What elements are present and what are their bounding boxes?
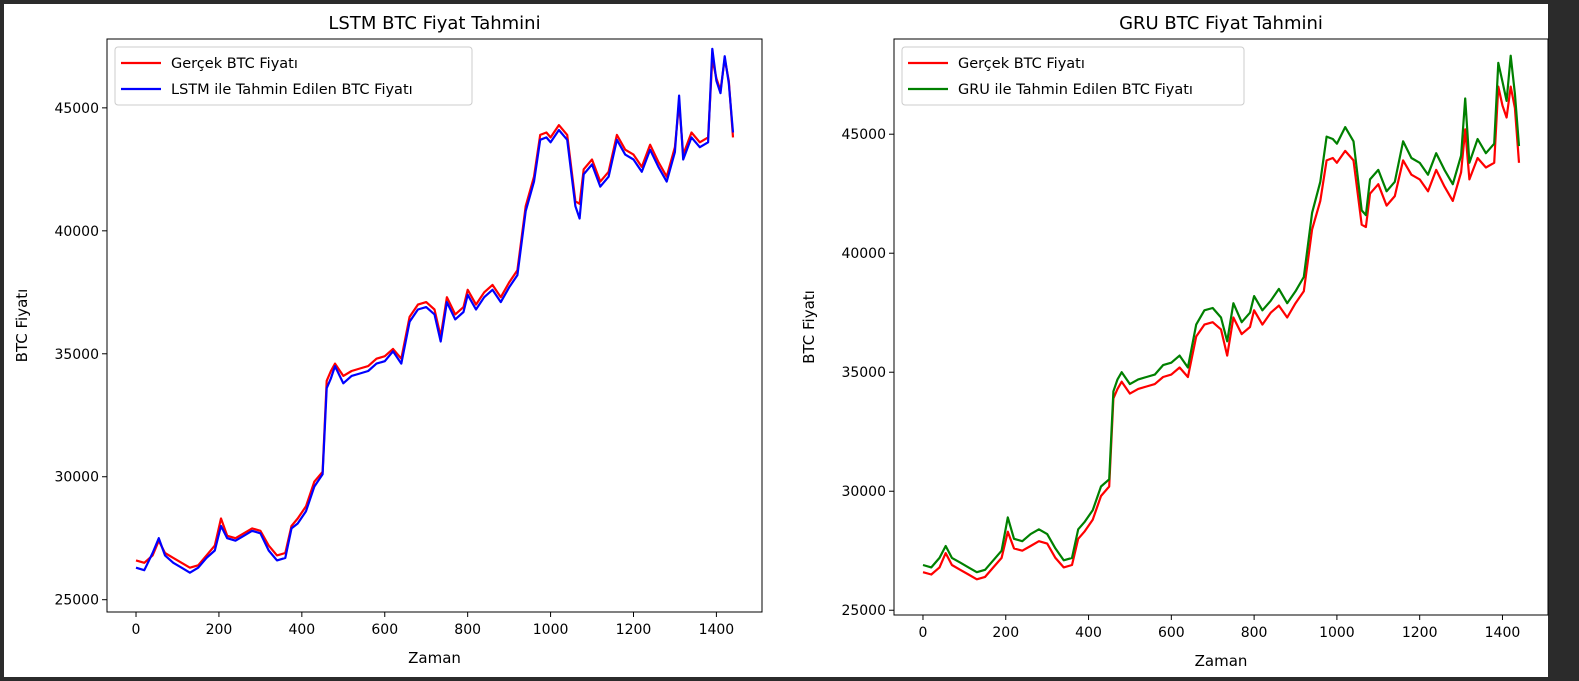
x-tick-label: 400 (1075, 625, 1102, 641)
legend-label: Gerçek BTC Fiyatı (958, 56, 1085, 72)
y-axis-label: BTC Fiyatı (13, 289, 31, 363)
x-tick-label: 0 (132, 622, 141, 638)
x-tick-label: 1000 (533, 622, 569, 638)
y-tick-label: 30000 (54, 470, 99, 486)
y-tick-label: 35000 (841, 365, 886, 381)
x-tick-label: 1000 (1319, 625, 1355, 641)
x-tick-label: 1400 (1485, 625, 1521, 641)
y-tick-label: 45000 (54, 101, 99, 117)
chart-title: LSTM BTC Fiyat Tahmini (328, 13, 540, 34)
y-tick-label: 40000 (54, 224, 99, 240)
x-tick-label: 600 (1158, 625, 1185, 641)
chart-title: GRU BTC Fiyat Tahmini (1119, 13, 1323, 34)
series-line-predicted (922, 54, 1521, 574)
y-tick-label: 25000 (54, 593, 99, 609)
y-tick-label: 25000 (841, 603, 886, 619)
legend-label: Gerçek BTC Fiyatı (171, 56, 298, 72)
plot-frame (893, 38, 1549, 616)
x-axis-label: Zaman (1195, 652, 1248, 670)
plot-frame (106, 38, 763, 613)
x-tick-label: 1400 (699, 622, 735, 638)
series-line-actual (135, 57, 735, 569)
y-axis-label: BTC Fiyatı (800, 290, 818, 364)
x-tick-label: 1200 (616, 622, 652, 638)
legend-label: GRU ile Tahmin Edilen BTC Fiyatı (958, 82, 1193, 98)
lstm-chart: LSTM BTC Fiyat Tahmini 0 200 400 600 800 1000 1… (13, 13, 763, 667)
legend-label: LSTM ile Tahmin Edilen BTC Fiyatı (171, 82, 413, 98)
legend-box (901, 46, 1245, 106)
legend-box (114, 46, 473, 106)
x-tick-label: 600 (371, 622, 398, 638)
gru-chart: GRU BTC Fiyat Tahmini 0 200 400 600 800 1000 12… (800, 13, 1549, 670)
window-edge (1556, 0, 1579, 681)
y-tick-label: 35000 (54, 347, 99, 363)
x-tick-label: 200 (206, 622, 233, 638)
x-tick-label: 1200 (1402, 625, 1438, 641)
y-tick-label: 40000 (841, 246, 886, 262)
y-tick-label: 30000 (841, 484, 886, 500)
series-line-predicted (135, 47, 735, 574)
y-tick-label: 45000 (841, 127, 886, 143)
series-line-actual (922, 85, 1521, 581)
x-tick-label: 800 (1241, 625, 1268, 641)
x-tick-label: 200 (992, 625, 1019, 641)
figure-canvas (4, 4, 1548, 677)
x-tick-label: 400 (288, 622, 315, 638)
x-tick-label: 800 (454, 622, 481, 638)
x-axis-label: Zaman (408, 649, 461, 667)
x-tick-label: 0 (919, 625, 928, 641)
